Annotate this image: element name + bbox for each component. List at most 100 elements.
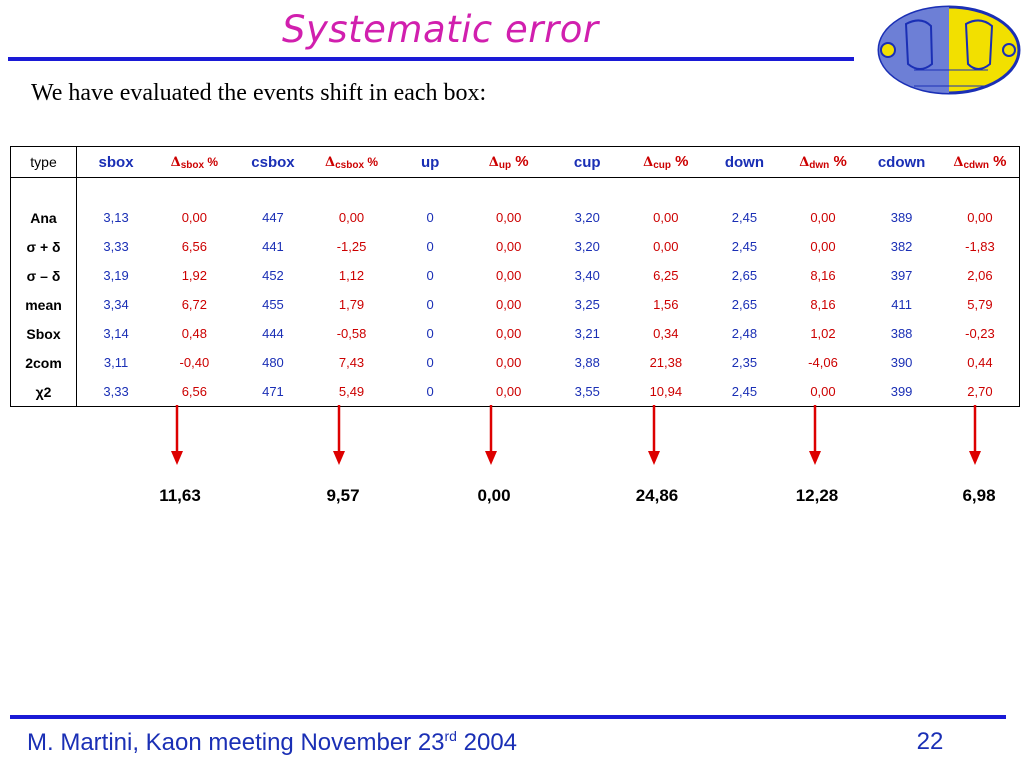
percent-suffix: %	[671, 153, 689, 170]
table-cell: 10,94	[626, 377, 706, 407]
table-cell: 21,38	[649, 355, 683, 370]
table-cell: 397	[890, 268, 913, 283]
title-rule	[8, 57, 854, 61]
table-cell: 1,92	[181, 268, 208, 283]
total-value: 11,63	[159, 486, 201, 505]
table-cell: 3,33	[103, 239, 129, 254]
table-cell: 382	[890, 239, 913, 254]
table-cell: 3,40	[574, 268, 600, 283]
header-down: down	[705, 146, 784, 178]
table-row: 2com 3,11 -0,40 480 7,43 0 0,00 3,88 21,38 2,35 -4…	[10, 348, 1020, 377]
table-cell: 2,06	[940, 261, 1020, 290]
table-cell: -1,83	[940, 232, 1020, 261]
table-cell: 5,79	[940, 290, 1020, 319]
table-cell: 2,70	[940, 377, 1020, 407]
table-row: mean 3,34 6,72 455 1,79 0 0,00 3,25 1,56 2,65 8,16…	[10, 290, 1020, 319]
table-cell: 389	[890, 210, 913, 225]
table-cell: 0	[390, 377, 470, 407]
table-cell: 7,43	[338, 355, 365, 370]
table-cell: 3,11	[103, 355, 129, 370]
table-cell: 0,00	[496, 268, 522, 283]
delta-symbol: Δ	[170, 155, 181, 170]
spacer-row	[10, 177, 1020, 203]
delta-symbol: Δ	[799, 155, 810, 170]
table-cell: 1,56	[653, 297, 679, 312]
down-arrow-icon	[648, 405, 660, 465]
row-label: Sbox	[10, 319, 77, 348]
table-cell: 5,49	[312, 377, 391, 407]
table-cell: 388	[890, 326, 913, 341]
delta-subscript: dwn	[809, 160, 830, 171]
table-cell: 441	[262, 239, 284, 254]
table-cell: 0,34	[653, 326, 679, 341]
table-cell: 0,00	[940, 203, 1020, 232]
table-cell: -0,40	[179, 355, 210, 370]
table-cell: -4,06	[808, 355, 838, 370]
table-cell: 2,48	[731, 326, 758, 341]
footer-superscript: rd	[444, 728, 457, 744]
table-cell: 2,35	[731, 355, 758, 370]
delta-subscript: cup	[653, 160, 672, 171]
page-number: 22	[916, 728, 944, 755]
table-cell: 0,00	[181, 210, 208, 225]
delta-subscript: sbox	[180, 160, 205, 171]
delta-subscript: cdwn	[963, 160, 989, 171]
table-cell: 0	[426, 210, 434, 225]
table-cell: 3,20	[574, 210, 600, 225]
table-cell: -1,25	[336, 239, 367, 254]
down-arrow-icon	[809, 405, 821, 465]
table-cell: 3,21	[574, 326, 600, 341]
table-cell: 0,00	[496, 355, 522, 370]
table-cell: 471	[233, 377, 313, 407]
header-delta-cdwn: Δcdwn %	[940, 146, 1020, 178]
table-cell: 3,33	[76, 377, 156, 407]
table-cell: 0	[426, 268, 434, 283]
table-cell: 1,02	[810, 326, 836, 341]
table-cell: 0	[426, 326, 434, 341]
table-cell: 0,00	[496, 326, 522, 341]
header-csbox: csbox	[233, 146, 313, 178]
table-cell: 411	[891, 297, 912, 312]
table-cell: 0	[426, 239, 434, 254]
percent-suffix: %	[989, 153, 1007, 170]
down-arrow-icon	[171, 405, 183, 465]
table-cell: 2,45	[731, 239, 758, 254]
table-row: Sbox 3,14 0,48 444 -0,58 0 0,00 3,21 0,34 2,48 1,0…	[10, 319, 1020, 348]
table-cell: 0,00	[810, 210, 836, 225]
table-cell: 0,00	[783, 377, 863, 407]
row-label: σ + δ	[10, 232, 77, 261]
footer-text: M. Martini, Kaon meeting November 23rd 2…	[27, 728, 517, 757]
total-value: 0,00	[477, 486, 511, 505]
table-cell: 8,16	[810, 268, 836, 283]
header-delta-up: Δup %	[469, 146, 548, 178]
kloe-logo	[877, 5, 1021, 95]
table-row: σ + δ 3,33 6,56 441 -1,25 0 0,00 3,20 0,00 2,45 0,…	[10, 232, 1020, 261]
footer-year: 2004	[456, 729, 518, 756]
table-cell: 8,16	[810, 297, 836, 312]
total-value: 24,86	[635, 486, 679, 505]
table-cell: 3,55	[547, 377, 627, 407]
table-row: σ – δ 3,19 1,92 452 1,12 0 0,00 3,40 6,25 2,65 8,1…	[10, 261, 1020, 290]
percent-suffix: %	[204, 155, 219, 169]
table-cell: 480	[262, 355, 284, 370]
table-cell: -0,23	[940, 319, 1020, 348]
row-label: mean	[10, 290, 77, 319]
table-cell: 0,00	[653, 210, 679, 225]
table-cell: 3,19	[103, 268, 129, 283]
header-sbox: sbox	[76, 146, 156, 178]
percent-suffix: %	[829, 153, 847, 170]
intro-text: We have evaluated the events shift in ea…	[31, 80, 487, 106]
table-cell: 3,25	[574, 297, 600, 312]
table-cell: 0	[426, 355, 434, 370]
table-cell: 0,00	[496, 239, 522, 254]
delta-symbol: Δ	[325, 155, 336, 170]
total-value: 9,57	[326, 486, 360, 505]
row-label: χ2	[10, 377, 77, 407]
header-delta-sbox: Δsbox %	[155, 146, 234, 178]
table-cell: 399	[862, 377, 941, 407]
table-cell: 1,12	[338, 268, 365, 283]
table-cell: 447	[262, 210, 284, 225]
table-cell: 2,45	[705, 377, 784, 407]
table-cell: 0,48	[181, 326, 208, 341]
total-value: 12,28	[795, 486, 839, 505]
